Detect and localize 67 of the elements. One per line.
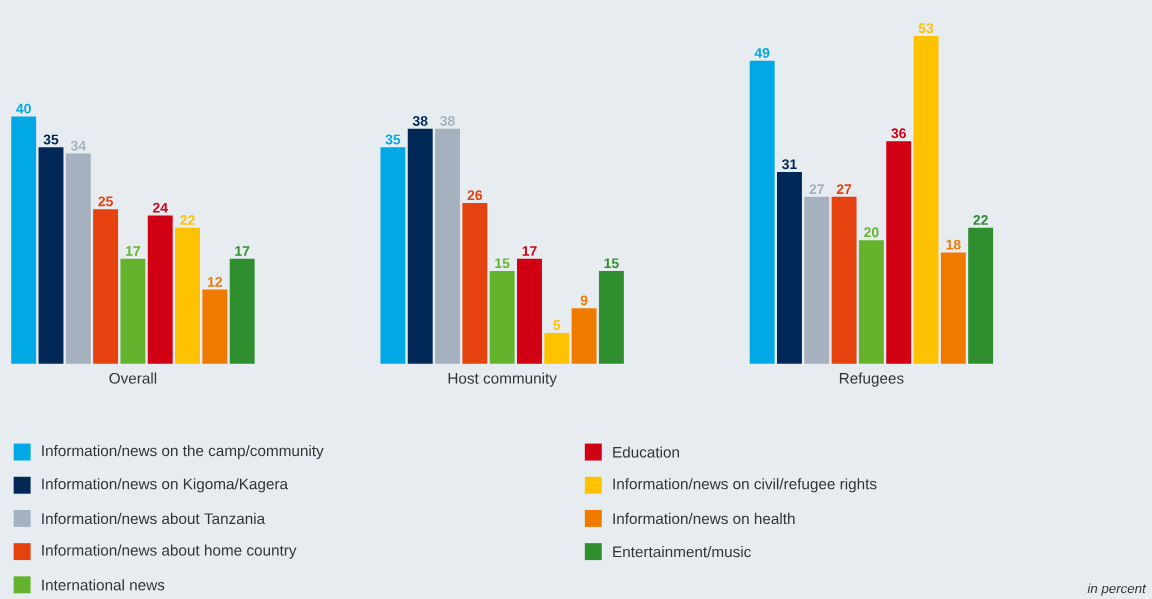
bar (489, 271, 515, 364)
data-label: 38 (412, 115, 428, 126)
data-label: 22 (973, 215, 988, 225)
data-label: 27 (809, 184, 824, 194)
bar (571, 308, 597, 364)
data-label: 18 (946, 239, 961, 250)
bar (380, 147, 406, 364)
bar (968, 227, 994, 364)
data-label: 25 (98, 196, 113, 207)
data-label: 17 (126, 246, 141, 256)
data-label: 27 (836, 184, 852, 194)
legend-label: International news (42, 579, 165, 591)
data-label: 49 (754, 47, 770, 58)
bar (517, 258, 542, 364)
data-label: 17 (235, 246, 250, 256)
legend-label: Information/news about Tanzania (42, 512, 266, 525)
data-label: 35 (43, 134, 59, 145)
bar (940, 252, 966, 364)
data-label: 38 (440, 115, 455, 126)
data-label: 5 (553, 320, 561, 330)
bar (544, 332, 570, 364)
data-label: 17 (522, 246, 537, 256)
data-label: 53 (918, 23, 934, 34)
bar (435, 128, 460, 364)
bar (598, 271, 624, 364)
bar (38, 147, 64, 364)
bar (777, 172, 802, 364)
legend-label: Information/news on civil/refugee rights (613, 478, 877, 493)
bar (858, 240, 884, 364)
bar (147, 215, 173, 364)
legend-label: Information/news about home country (42, 544, 297, 559)
bar (913, 36, 939, 364)
legend-label: Education (613, 446, 679, 458)
x-tick-label: Host community (448, 372, 557, 387)
text: in percent (1087, 583, 1147, 596)
legend-label: Information/news on Kigoma/Kagera (42, 478, 289, 493)
bar (804, 196, 830, 364)
data-label: 9 (580, 295, 588, 306)
bar (462, 203, 488, 364)
legend-label: Information/news on health (613, 512, 795, 525)
data-label: 34 (70, 140, 86, 151)
data-label: 15 (495, 258, 510, 269)
data-label: 31 (782, 159, 797, 170)
data-label: 24 (152, 202, 168, 213)
bar (886, 141, 912, 364)
bar (120, 258, 146, 364)
data-label: 26 (467, 190, 483, 201)
data-label: 36 (891, 128, 906, 139)
bar (407, 128, 433, 364)
bar (11, 116, 37, 364)
data-label: 22 (180, 215, 195, 225)
bar (175, 227, 201, 364)
legend-label: Information/news on the camp/community (42, 444, 324, 460)
x-tick-label: Refugees (839, 372, 904, 387)
bar (749, 60, 775, 364)
bar (831, 196, 857, 364)
bar (202, 289, 228, 364)
legend-label: Entertainment/music (613, 545, 751, 558)
data-label: 20 (864, 227, 879, 238)
data-label: 15 (604, 258, 619, 269)
x-tick-label: Overall (109, 372, 157, 384)
data-label: 40 (16, 103, 31, 114)
data-label: 35 (385, 134, 401, 145)
bar (65, 153, 91, 364)
data-label: 12 (207, 276, 223, 287)
bar (229, 258, 255, 364)
bar (93, 209, 119, 364)
